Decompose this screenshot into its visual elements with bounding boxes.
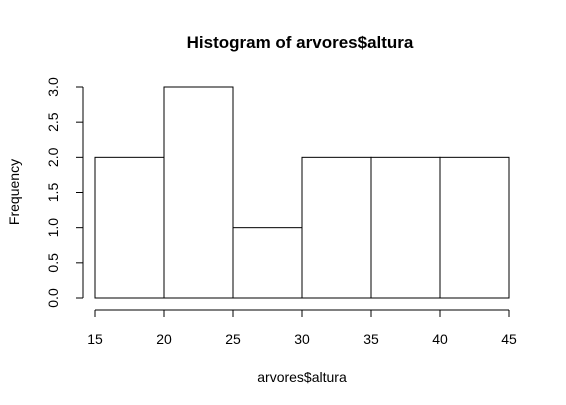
y-tick-label: 3.0: [45, 77, 61, 97]
histogram-bar-3: [232, 227, 303, 299]
histogram-bar-2: [163, 86, 234, 299]
x-tick-label: 30: [294, 331, 310, 347]
y-tick-label: 2.5: [45, 112, 61, 132]
x-tick-label: 25: [225, 331, 241, 347]
y-tick-label: 1.5: [45, 183, 61, 203]
x-tick-label: 40: [432, 331, 448, 347]
histogram-bar-4: [301, 156, 372, 299]
y-tick-label: 1.0: [45, 218, 61, 238]
x-tick-label: 35: [363, 331, 379, 347]
x-tick-label: 20: [156, 331, 172, 347]
y-tick-label: 2.0: [45, 147, 61, 167]
y-tick-label: 0.5: [45, 253, 61, 273]
y-axis-label: Frequency: [6, 159, 22, 225]
x-tick-label: 45: [501, 331, 517, 347]
bars-group: [94, 86, 510, 299]
histogram-bar-6: [439, 156, 510, 299]
x-axis-label: arvores$altura: [257, 369, 347, 385]
x-tick-label: 15: [87, 331, 103, 347]
y-axis: 0.0 0.5 1.0 1.5 2.0 2.5 3.0: [45, 77, 84, 308]
histogram-bar-5: [370, 156, 441, 299]
chart-title: Histogram of arvores$altura: [187, 33, 414, 52]
histogram-bar-1: [94, 156, 165, 299]
x-axis: 15 20 25 30 35 40 45: [87, 309, 517, 347]
y-tick-label: 0.0: [45, 288, 61, 308]
